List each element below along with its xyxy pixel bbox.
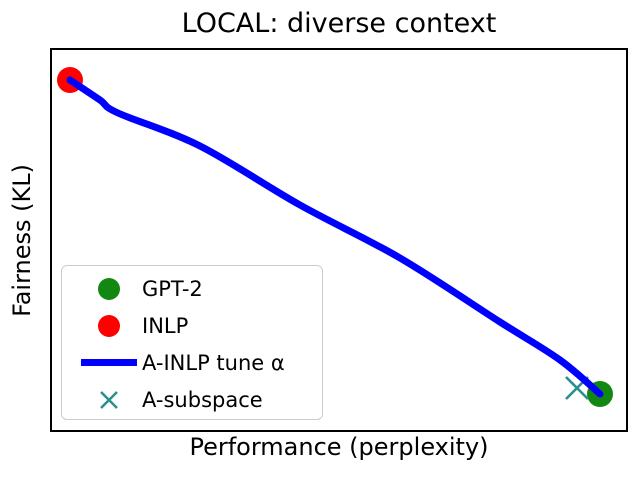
plot-area <box>50 48 628 432</box>
legend-item-a-subspace: A-subspace <box>76 381 322 418</box>
legend-item-label: INLP <box>142 313 189 338</box>
y-axis-label: Fairness (KL) <box>0 48 44 432</box>
inlp-dot-icon <box>76 312 142 340</box>
legend: GPT-2 INLP A-INLP tune α A-subspace <box>61 265 323 420</box>
legend-item-a-inlp: A-INLP tune α <box>76 344 322 381</box>
y-axis-label-text: Fairness (KL) <box>8 163 36 317</box>
a-inlp-line-icon <box>76 349 142 377</box>
legend-item-label: A-INLP tune α <box>142 350 285 375</box>
legend-item-label: GPT-2 <box>142 276 203 301</box>
legend-item-gpt2: GPT-2 <box>76 270 322 307</box>
plot-border <box>50 48 628 432</box>
legend-item-label: A-subspace <box>142 387 263 412</box>
legend-item-inlp: INLP <box>76 307 322 344</box>
x-axis-label: Performance (perplexity) <box>189 433 489 461</box>
a-subspace-x-icon <box>76 386 142 414</box>
gpt2-dot-icon <box>76 275 142 303</box>
chart-title: LOCAL: diverse context <box>181 8 497 39</box>
series-a-inlp-tune-line <box>66 76 604 398</box>
